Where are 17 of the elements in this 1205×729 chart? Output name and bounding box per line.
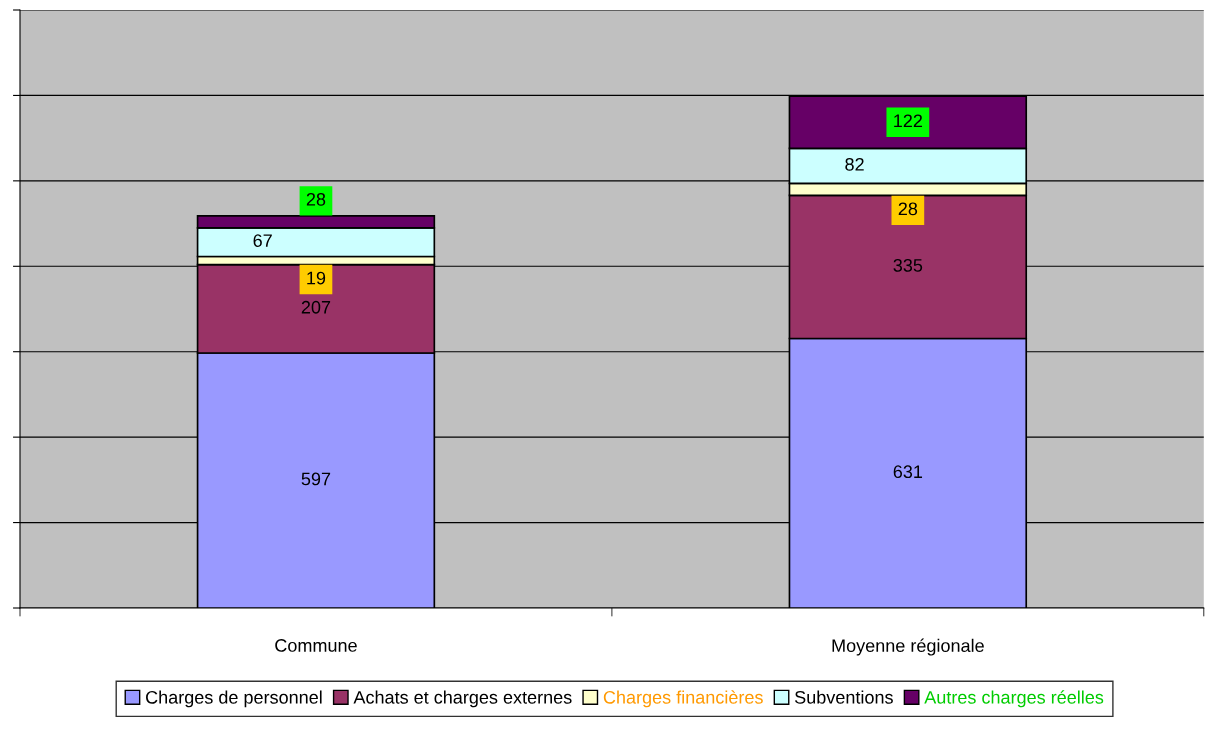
data-label: 67 — [253, 234, 272, 247]
data-label: 597 — [301, 472, 331, 486]
data-label: 28 — [898, 202, 918, 216]
legend-label: Achats et charges externes — [353, 690, 572, 708]
legend-label: Autres charges réelles — [924, 690, 1104, 708]
legend-label: Charges de personnel — [146, 690, 322, 708]
data-label: 28 — [306, 192, 326, 206]
data-label: 82 — [845, 157, 864, 171]
data-label: 335 — [893, 258, 923, 272]
data-label: 122 — [894, 114, 922, 128]
data-label: 207 — [301, 300, 331, 314]
x-tick-label: Commune — [275, 639, 357, 652]
legend-label: Subventions — [794, 690, 893, 704]
data-label: 631 — [893, 465, 923, 479]
legend-label: Charges financières — [603, 690, 763, 708]
x-tick-label: Moyenne régionale — [832, 638, 984, 656]
data-label: 19 — [307, 271, 326, 285]
